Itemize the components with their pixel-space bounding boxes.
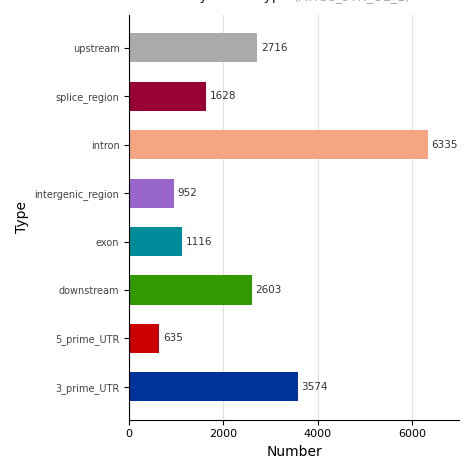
Text: 1628: 1628 bbox=[210, 91, 236, 101]
Text: 1116: 1116 bbox=[185, 237, 212, 246]
Text: 635: 635 bbox=[163, 333, 182, 343]
Title: Number of effects by INDEL type (MHCC_9TH_OE_1): Number of effects by INDEL type (MHCC_9T… bbox=[0, 473, 1, 474]
Bar bbox=[129, 179, 174, 208]
Text: (MHCC_9TH_OE_1): (MHCC_9TH_OE_1) bbox=[294, 0, 411, 3]
Text: 2603: 2603 bbox=[255, 285, 282, 295]
Bar bbox=[129, 324, 159, 353]
Text: 6335: 6335 bbox=[431, 140, 458, 150]
Bar bbox=[129, 227, 182, 256]
Text: 2716: 2716 bbox=[261, 43, 287, 53]
Bar bbox=[129, 82, 206, 111]
Text: 3574: 3574 bbox=[301, 382, 328, 392]
Bar bbox=[129, 130, 428, 159]
Bar bbox=[129, 33, 257, 63]
Text: 952: 952 bbox=[178, 188, 198, 198]
X-axis label: Number: Number bbox=[266, 445, 322, 459]
Text: Number of effects by INDEL type: Number of effects by INDEL type bbox=[62, 0, 294, 3]
Y-axis label: Type: Type bbox=[15, 201, 29, 233]
Bar bbox=[129, 372, 298, 401]
Bar bbox=[129, 275, 252, 304]
